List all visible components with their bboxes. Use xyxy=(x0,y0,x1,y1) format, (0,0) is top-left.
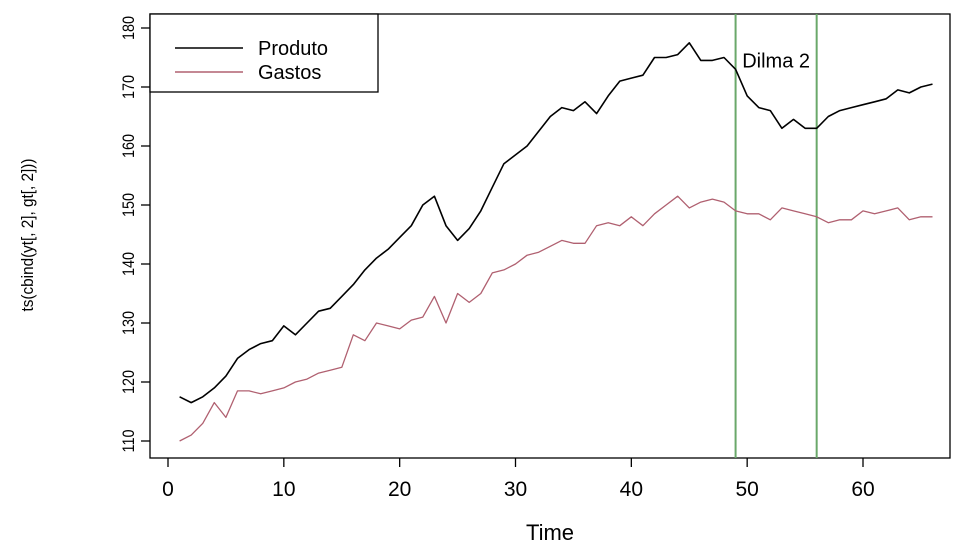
x-axis-label: Time xyxy=(526,520,574,545)
x-tick-label: 50 xyxy=(735,478,758,501)
series-line-produto xyxy=(179,41,933,404)
y-tick-label: 140 xyxy=(120,252,138,276)
series-line-gastos xyxy=(179,195,933,442)
legend-label: Gastos xyxy=(258,62,321,84)
axes: 0 10 20 30 40 50 60 110 120 130 140 150 160 170 180 xyxy=(120,13,951,501)
x-tick-label: 10 xyxy=(272,478,295,501)
plot-frame xyxy=(149,13,951,459)
vertical-markers xyxy=(734,14,818,458)
annotation-text: Dilma 2 xyxy=(742,50,810,72)
y-tick-label: 180 xyxy=(120,16,138,40)
legend-label: Produto xyxy=(258,38,328,60)
series-lines xyxy=(179,41,933,442)
x-tick-label: 0 xyxy=(162,478,174,501)
y-tick-label: 120 xyxy=(120,370,138,394)
y-tick-label: 170 xyxy=(120,75,138,99)
y-tick-label: 160 xyxy=(120,134,138,158)
x-tick-label: 40 xyxy=(620,478,643,501)
annotations: Dilma 2 xyxy=(742,50,810,72)
x-tick-label: 60 xyxy=(851,478,874,501)
y-tick-label: 110 xyxy=(120,429,138,452)
x-tick-label: 30 xyxy=(504,478,527,501)
x-tick-label: 20 xyxy=(388,478,411,501)
y-tick-label: 150 xyxy=(120,193,138,217)
y-axis-label: ts(cbind(yt[, 2], gt[, 2])) xyxy=(18,159,37,312)
y-tick-label: 130 xyxy=(120,311,138,335)
legend-box xyxy=(149,13,379,93)
